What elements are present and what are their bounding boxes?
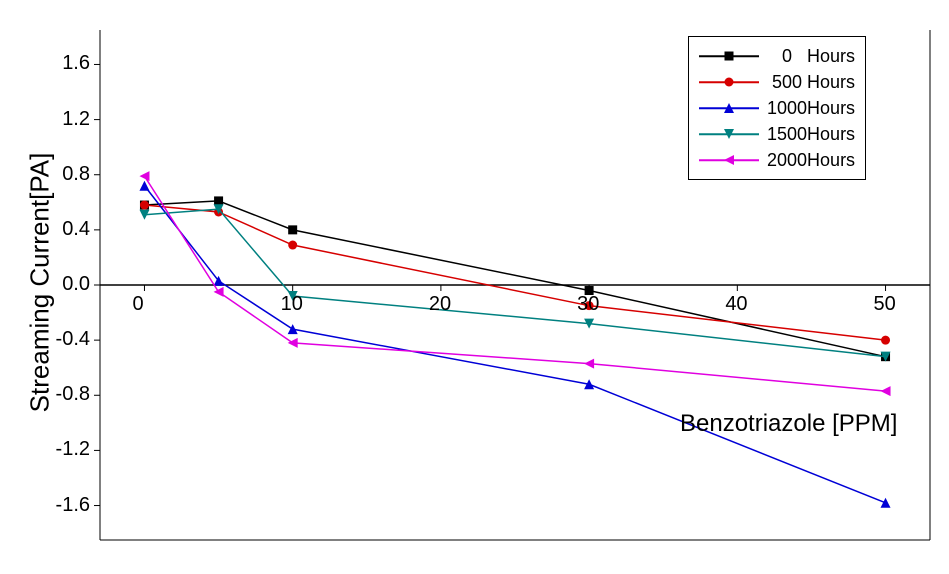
legend-item: 1000Hours	[699, 95, 855, 121]
legend-label: 1000Hours	[767, 98, 855, 119]
x-tick-label: 40	[725, 293, 747, 316]
y-tick-label: -1.6	[56, 494, 90, 517]
x-tick-label: 50	[874, 293, 896, 316]
y-tick-label: 0.8	[62, 163, 90, 186]
x-tick-label: 20	[429, 293, 451, 316]
legend-label: 500 Hours	[767, 72, 855, 93]
y-tick-label: 0.0	[62, 273, 90, 296]
legend-label: 1500Hours	[767, 124, 855, 145]
x-tick-label: 0	[132, 293, 143, 316]
legend-label: 0 Hours	[767, 46, 855, 67]
legend-item: 2000Hours	[699, 147, 855, 173]
y-tick-label: -0.4	[56, 328, 90, 351]
x-axis-label: Benzotriazole [PPM]	[680, 410, 897, 438]
legend-item: 500 Hours	[699, 69, 855, 95]
y-tick-label: 0.4	[62, 218, 90, 241]
x-tick-label: 10	[281, 293, 303, 316]
y-axis-label: Streaming Current[PA]	[25, 143, 56, 423]
y-tick-label: -1.2	[56, 438, 90, 461]
y-tick-label: 1.2	[62, 108, 90, 131]
legend-item: 1500Hours	[699, 121, 855, 147]
x-tick-label: 30	[577, 293, 599, 316]
legend-label: 2000Hours	[767, 150, 855, 171]
y-tick-label: 1.6	[62, 52, 90, 75]
legend-item: 0 Hours	[699, 43, 855, 69]
y-tick-label: -0.8	[56, 383, 90, 406]
legend: 0 Hours 500 Hours 1000Hours 1500Hours 2000H…	[688, 36, 866, 180]
